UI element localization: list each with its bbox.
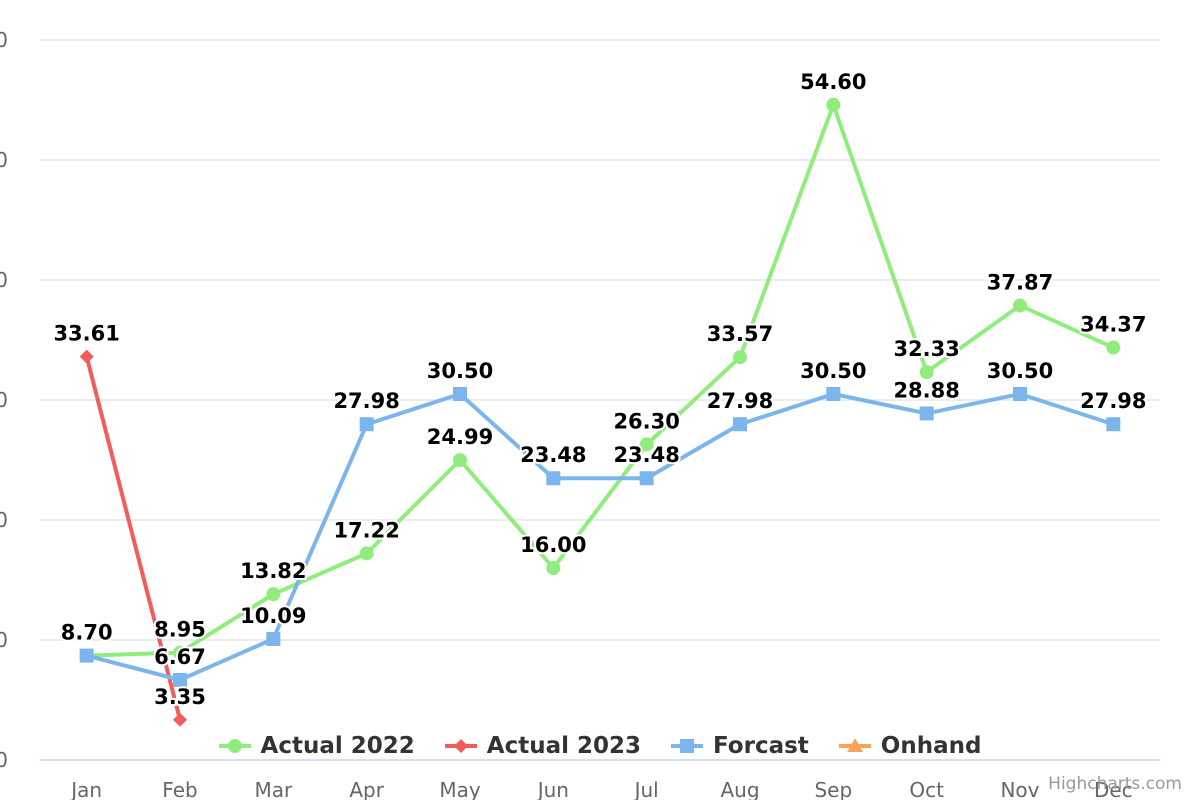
x-tick-label: Nov xyxy=(1000,778,1039,800)
data-point[interactable] xyxy=(919,365,934,380)
data-point[interactable] xyxy=(919,406,934,421)
data-label: 27.98 xyxy=(707,389,773,413)
data-label: 26.30 xyxy=(613,409,679,433)
y-tick-label: 0 xyxy=(0,748,8,772)
legend-symbol xyxy=(444,739,477,753)
data-point[interactable] xyxy=(266,631,281,646)
data-point[interactable] xyxy=(826,387,841,401)
data-label: 10.09 xyxy=(240,604,306,628)
legend-item[interactable]: Actual 2022 xyxy=(218,733,415,759)
y-tick-label: 0 xyxy=(0,508,8,532)
x-tick-label: Dec xyxy=(1094,778,1133,800)
data-point[interactable] xyxy=(266,587,281,602)
y-tick-label: 0 xyxy=(0,268,8,292)
data-label: 16.00 xyxy=(520,533,586,557)
data-point[interactable] xyxy=(173,672,187,687)
legend-label: Onhand xyxy=(880,733,982,759)
data-point[interactable] xyxy=(639,471,654,486)
data-label: 6.67 xyxy=(154,645,206,669)
data-point[interactable] xyxy=(173,645,187,660)
data-point[interactable] xyxy=(1013,387,1027,401)
data-point[interactable] xyxy=(639,437,654,452)
series-markers xyxy=(79,97,1121,727)
data-label: 13.82 xyxy=(240,559,306,583)
data-label: 30.50 xyxy=(987,359,1053,383)
data-label: 17.22 xyxy=(333,518,399,542)
y-tick-label: 0 xyxy=(0,628,8,652)
legend-item[interactable]: Onhand xyxy=(838,733,982,759)
legend-item[interactable]: Actual 2023 xyxy=(444,733,642,759)
data-point[interactable] xyxy=(846,738,863,752)
data-label: 33.57 xyxy=(707,322,773,346)
x-axis-labels: Jan Feb Mar Apr May Jun Jul Aug Sep Oct Nov Dec xyxy=(69,778,1132,800)
data-point[interactable] xyxy=(546,471,561,486)
data-point[interactable] xyxy=(453,387,467,401)
data-label: 37.87 xyxy=(987,271,1053,295)
data-label: 30.50 xyxy=(800,359,866,383)
data-point[interactable] xyxy=(826,97,841,112)
data-label: 27.98 xyxy=(1080,389,1146,413)
data-label: 8.70 xyxy=(61,621,113,645)
x-tick-label: Oct xyxy=(909,778,944,800)
legend-symbol xyxy=(838,738,871,752)
x-tick-label: Apr xyxy=(349,778,384,800)
data-point[interactable] xyxy=(1106,417,1121,432)
legend-label: Forcast xyxy=(713,733,809,759)
x-tick-label: Jan xyxy=(69,778,102,800)
data-point[interactable] xyxy=(79,648,94,663)
data-point[interactable] xyxy=(359,546,374,561)
data-point[interactable] xyxy=(546,561,561,575)
legend-label: Actual 2023 xyxy=(486,733,642,759)
data-label: 8.70 xyxy=(61,621,113,645)
y-axis-labels: 0 0 0 0 0 0 0 xyxy=(0,28,8,772)
data-label: 27.98 xyxy=(333,389,399,413)
x-tick-label: Aug xyxy=(720,778,759,800)
data-label: 3.35 xyxy=(154,685,206,709)
data-label: 54.60 xyxy=(800,70,866,94)
x-tick-label: Jun xyxy=(536,778,569,800)
data-point[interactable] xyxy=(453,453,467,468)
x-tick-label: Mar xyxy=(254,778,293,800)
series-line[interactable] xyxy=(84,356,182,721)
data-label: 32.33 xyxy=(893,337,959,361)
data-label: 28.88 xyxy=(893,378,959,402)
data-point[interactable] xyxy=(1106,340,1121,355)
legend-label: Actual 2022 xyxy=(260,733,415,759)
data-label: 23.48 xyxy=(613,443,679,467)
data-point[interactable] xyxy=(227,739,242,753)
data-point[interactable] xyxy=(733,417,747,432)
data-labels: 8.70 8.95 13.82 17.22 24.99 16.00 26.30 33.57 54… xyxy=(51,68,1148,711)
data-point[interactable] xyxy=(680,739,695,753)
data-label: 23.48 xyxy=(520,443,586,467)
series-lines xyxy=(84,102,1115,721)
y-tick-label: 0 xyxy=(0,148,8,172)
data-point[interactable] xyxy=(453,739,468,753)
legend-item[interactable]: Forcast xyxy=(671,733,809,759)
gridlines xyxy=(40,39,1160,761)
credits-link[interactable]: Highcharts.com xyxy=(1048,774,1182,794)
data-point[interactable] xyxy=(359,417,374,432)
x-tick-label: May xyxy=(439,778,481,800)
y-tick-label: 0 xyxy=(0,28,8,52)
series-line[interactable] xyxy=(86,102,1115,658)
x-tick-label: Jul xyxy=(633,778,659,800)
data-label: 33.61 xyxy=(53,322,119,346)
data-label: 24.99 xyxy=(427,425,493,449)
series-line[interactable] xyxy=(86,392,1114,682)
data-point[interactable] xyxy=(79,349,94,364)
data-label: 34.37 xyxy=(1080,313,1146,337)
data-point[interactable] xyxy=(733,350,747,365)
data-label: 8.95 xyxy=(154,618,206,642)
data-point[interactable] xyxy=(173,712,187,727)
legend-symbol xyxy=(671,739,704,753)
x-tick-label: Feb xyxy=(162,778,197,800)
data-point[interactable] xyxy=(1013,298,1027,313)
legend: Actual 2022 Actual 2023 Forcast Onhand xyxy=(0,730,1200,762)
data-label: 30.50 xyxy=(427,359,493,383)
x-tick-label: Sep xyxy=(814,778,852,800)
y-tick-label: 0 xyxy=(0,388,8,412)
legend-symbol xyxy=(218,739,251,753)
